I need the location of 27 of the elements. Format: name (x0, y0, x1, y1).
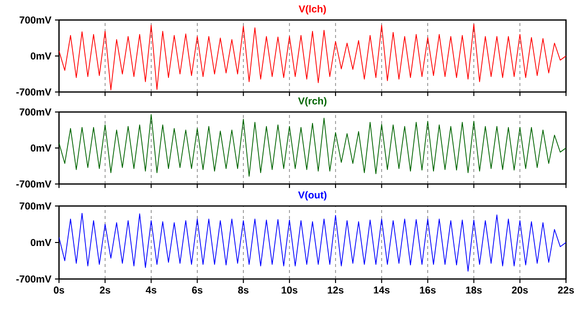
y-tick-label: 0mV (30, 144, 52, 152)
y-tick-label: -700mV (16, 88, 52, 96)
x-tick-label: 4s (146, 286, 156, 294)
x-tick-label: 6s (192, 286, 202, 294)
line-series (59, 24, 566, 90)
y-tick-label: -700mV (16, 180, 52, 188)
chart-title: V(rch) (298, 97, 326, 106)
x-tick-label: 8s (238, 286, 249, 294)
x-tick-label: 14s (374, 286, 390, 294)
x-tick-label: 2s (100, 286, 110, 294)
chart-title: V(out) (298, 191, 326, 200)
y-tick-label: -700mV (16, 275, 52, 283)
y-tick-label: 700mV (20, 202, 52, 210)
line-series (59, 114, 566, 177)
line-series (59, 212, 566, 272)
x-tick-label: 10s (282, 286, 298, 294)
x-tick-label: 12s (328, 286, 344, 294)
y-tick-label: 700mV (20, 16, 52, 24)
x-tick-label: 22s (558, 286, 574, 294)
x-tick-label: 20s (512, 286, 528, 294)
x-tick-label: 16s (420, 286, 436, 294)
y-tick-label: 0mV (30, 52, 52, 60)
x-tick-label: 18s (466, 286, 482, 294)
y-tick-label: 700mV (20, 108, 52, 116)
chart-title: V(lch) (298, 5, 326, 14)
x-tick-label: 0s (54, 286, 64, 294)
y-tick-label: 0mV (30, 238, 52, 246)
